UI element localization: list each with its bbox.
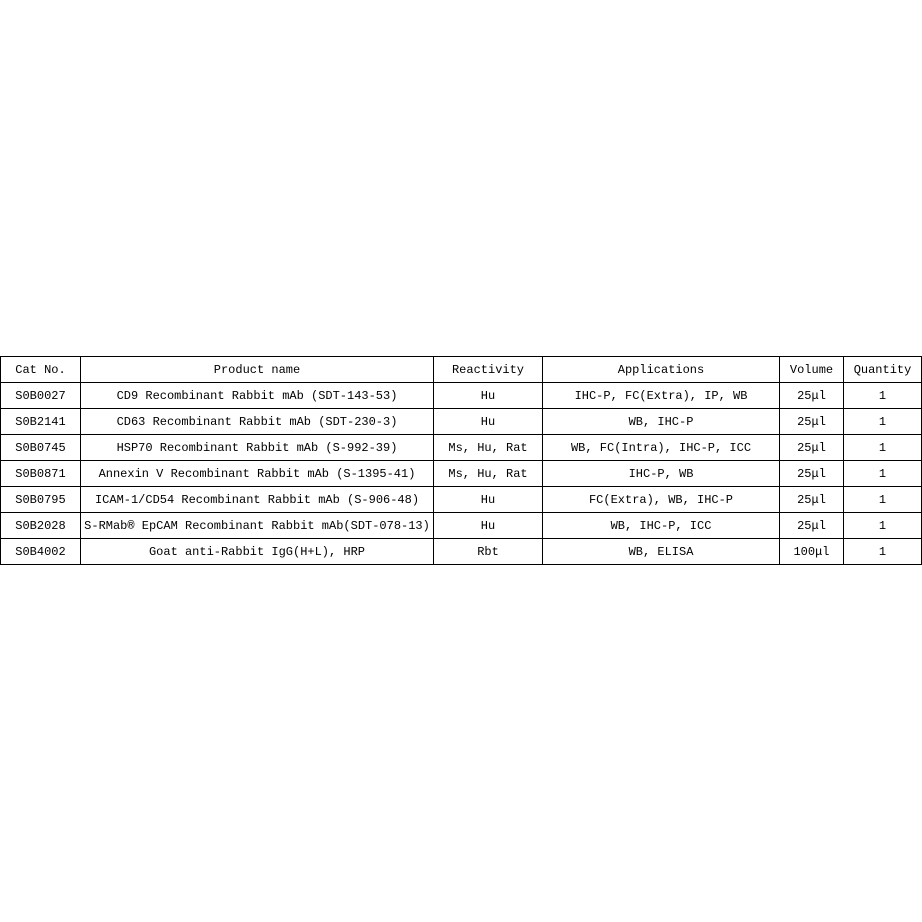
table-cell: WB, FC(Intra), IHC-P, ICC: [542, 434, 780, 461]
table-row: S0B2141 CD63 Recombinant Rabbit mAb (SDT-…: [0, 408, 922, 435]
table-cell: 25μl: [779, 486, 844, 513]
table-cell: S-RMab® EpCAM Recombinant Rabbit mAb(SDT…: [80, 512, 434, 539]
table-cell: Ms, Hu, Rat: [433, 434, 543, 461]
table-cell: CD9 Recombinant Rabbit mAb (SDT-143-53): [80, 382, 434, 409]
product-table: Cat No. Product name Reactivity Application…: [0, 356, 922, 565]
table-cell: IHC-P, WB: [542, 460, 780, 487]
header-cell: Cat No.: [0, 356, 81, 383]
table-cell: 25μl: [779, 434, 844, 461]
table-cell: WB, IHC-P: [542, 408, 780, 435]
table-cell: 25μl: [779, 512, 844, 539]
table-cell: 1: [843, 486, 922, 513]
table-cell: Hu: [433, 408, 543, 435]
table-cell: 1: [843, 408, 922, 435]
header-cell: Applications: [542, 356, 780, 383]
table-cell: 1: [843, 460, 922, 487]
table-cell: Goat anti-Rabbit IgG(H+L), HRP: [80, 538, 434, 565]
table-cell: HSP70 Recombinant Rabbit mAb (S-992-39): [80, 434, 434, 461]
table-cell: IHC-P, FC(Extra), IP, WB: [542, 382, 780, 409]
table-row: S0B0745 HSP70 Recombinant Rabbit mAb (S-9…: [0, 434, 922, 461]
table-cell: S0B2141: [0, 408, 81, 435]
header-cell: Quantity: [843, 356, 922, 383]
table-row: S0B4002 Goat anti-Rabbit IgG(H+L), HRP Rbt…: [0, 538, 922, 565]
table-cell: 1: [843, 434, 922, 461]
table-row: S0B2028 S-RMab® EpCAM Recombinant Rabbit …: [0, 512, 922, 539]
header-cell: Volume: [779, 356, 844, 383]
table-cell: FC(Extra), WB, IHC-P: [542, 486, 780, 513]
table-cell: S0B0745: [0, 434, 81, 461]
table-cell: 25μl: [779, 460, 844, 487]
table-cell: ICAM-1/CD54 Recombinant Rabbit mAb (S-90…: [80, 486, 434, 513]
table-cell: Annexin V Recombinant Rabbit mAb (S-1395…: [80, 460, 434, 487]
table-cell: WB, ELISA: [542, 538, 780, 565]
table-cell: 1: [843, 512, 922, 539]
table-cell: Rbt: [433, 538, 543, 565]
table-row: S0B0795 ICAM-1/CD54 Recombinant Rabbit mA…: [0, 486, 922, 513]
table-cell: 25μl: [779, 408, 844, 435]
table-cell: Hu: [433, 382, 543, 409]
table-cell: S0B2028: [0, 512, 81, 539]
table-cell: Hu: [433, 512, 543, 539]
table-cell: 25μl: [779, 382, 844, 409]
header-row: Cat No. Product name Reactivity Application…: [0, 356, 922, 383]
table-cell: WB, IHC-P, ICC: [542, 512, 780, 539]
table-cell: S0B4002: [0, 538, 81, 565]
table-cell: S0B0027: [0, 382, 81, 409]
table-row: S0B0027 CD9 Recombinant Rabbit mAb (SDT-1…: [0, 382, 922, 409]
table-body: S0B0027 CD9 Recombinant Rabbit mAb (SDT-1…: [0, 382, 922, 565]
header-cell: Product name: [80, 356, 434, 383]
header-cell: Reactivity: [433, 356, 543, 383]
table-cell: 100μl: [779, 538, 844, 565]
table-cell: S0B0871: [0, 460, 81, 487]
table-cell: S0B0795: [0, 486, 81, 513]
table-cell: Ms, Hu, Rat: [433, 460, 543, 487]
table-cell: 1: [843, 382, 922, 409]
table-row: S0B0871 Annexin V Recombinant Rabbit mAb …: [0, 460, 922, 487]
table-cell: CD63 Recombinant Rabbit mAb (SDT-230-3): [80, 408, 434, 435]
table-cell: 1: [843, 538, 922, 565]
table-cell: Hu: [433, 486, 543, 513]
